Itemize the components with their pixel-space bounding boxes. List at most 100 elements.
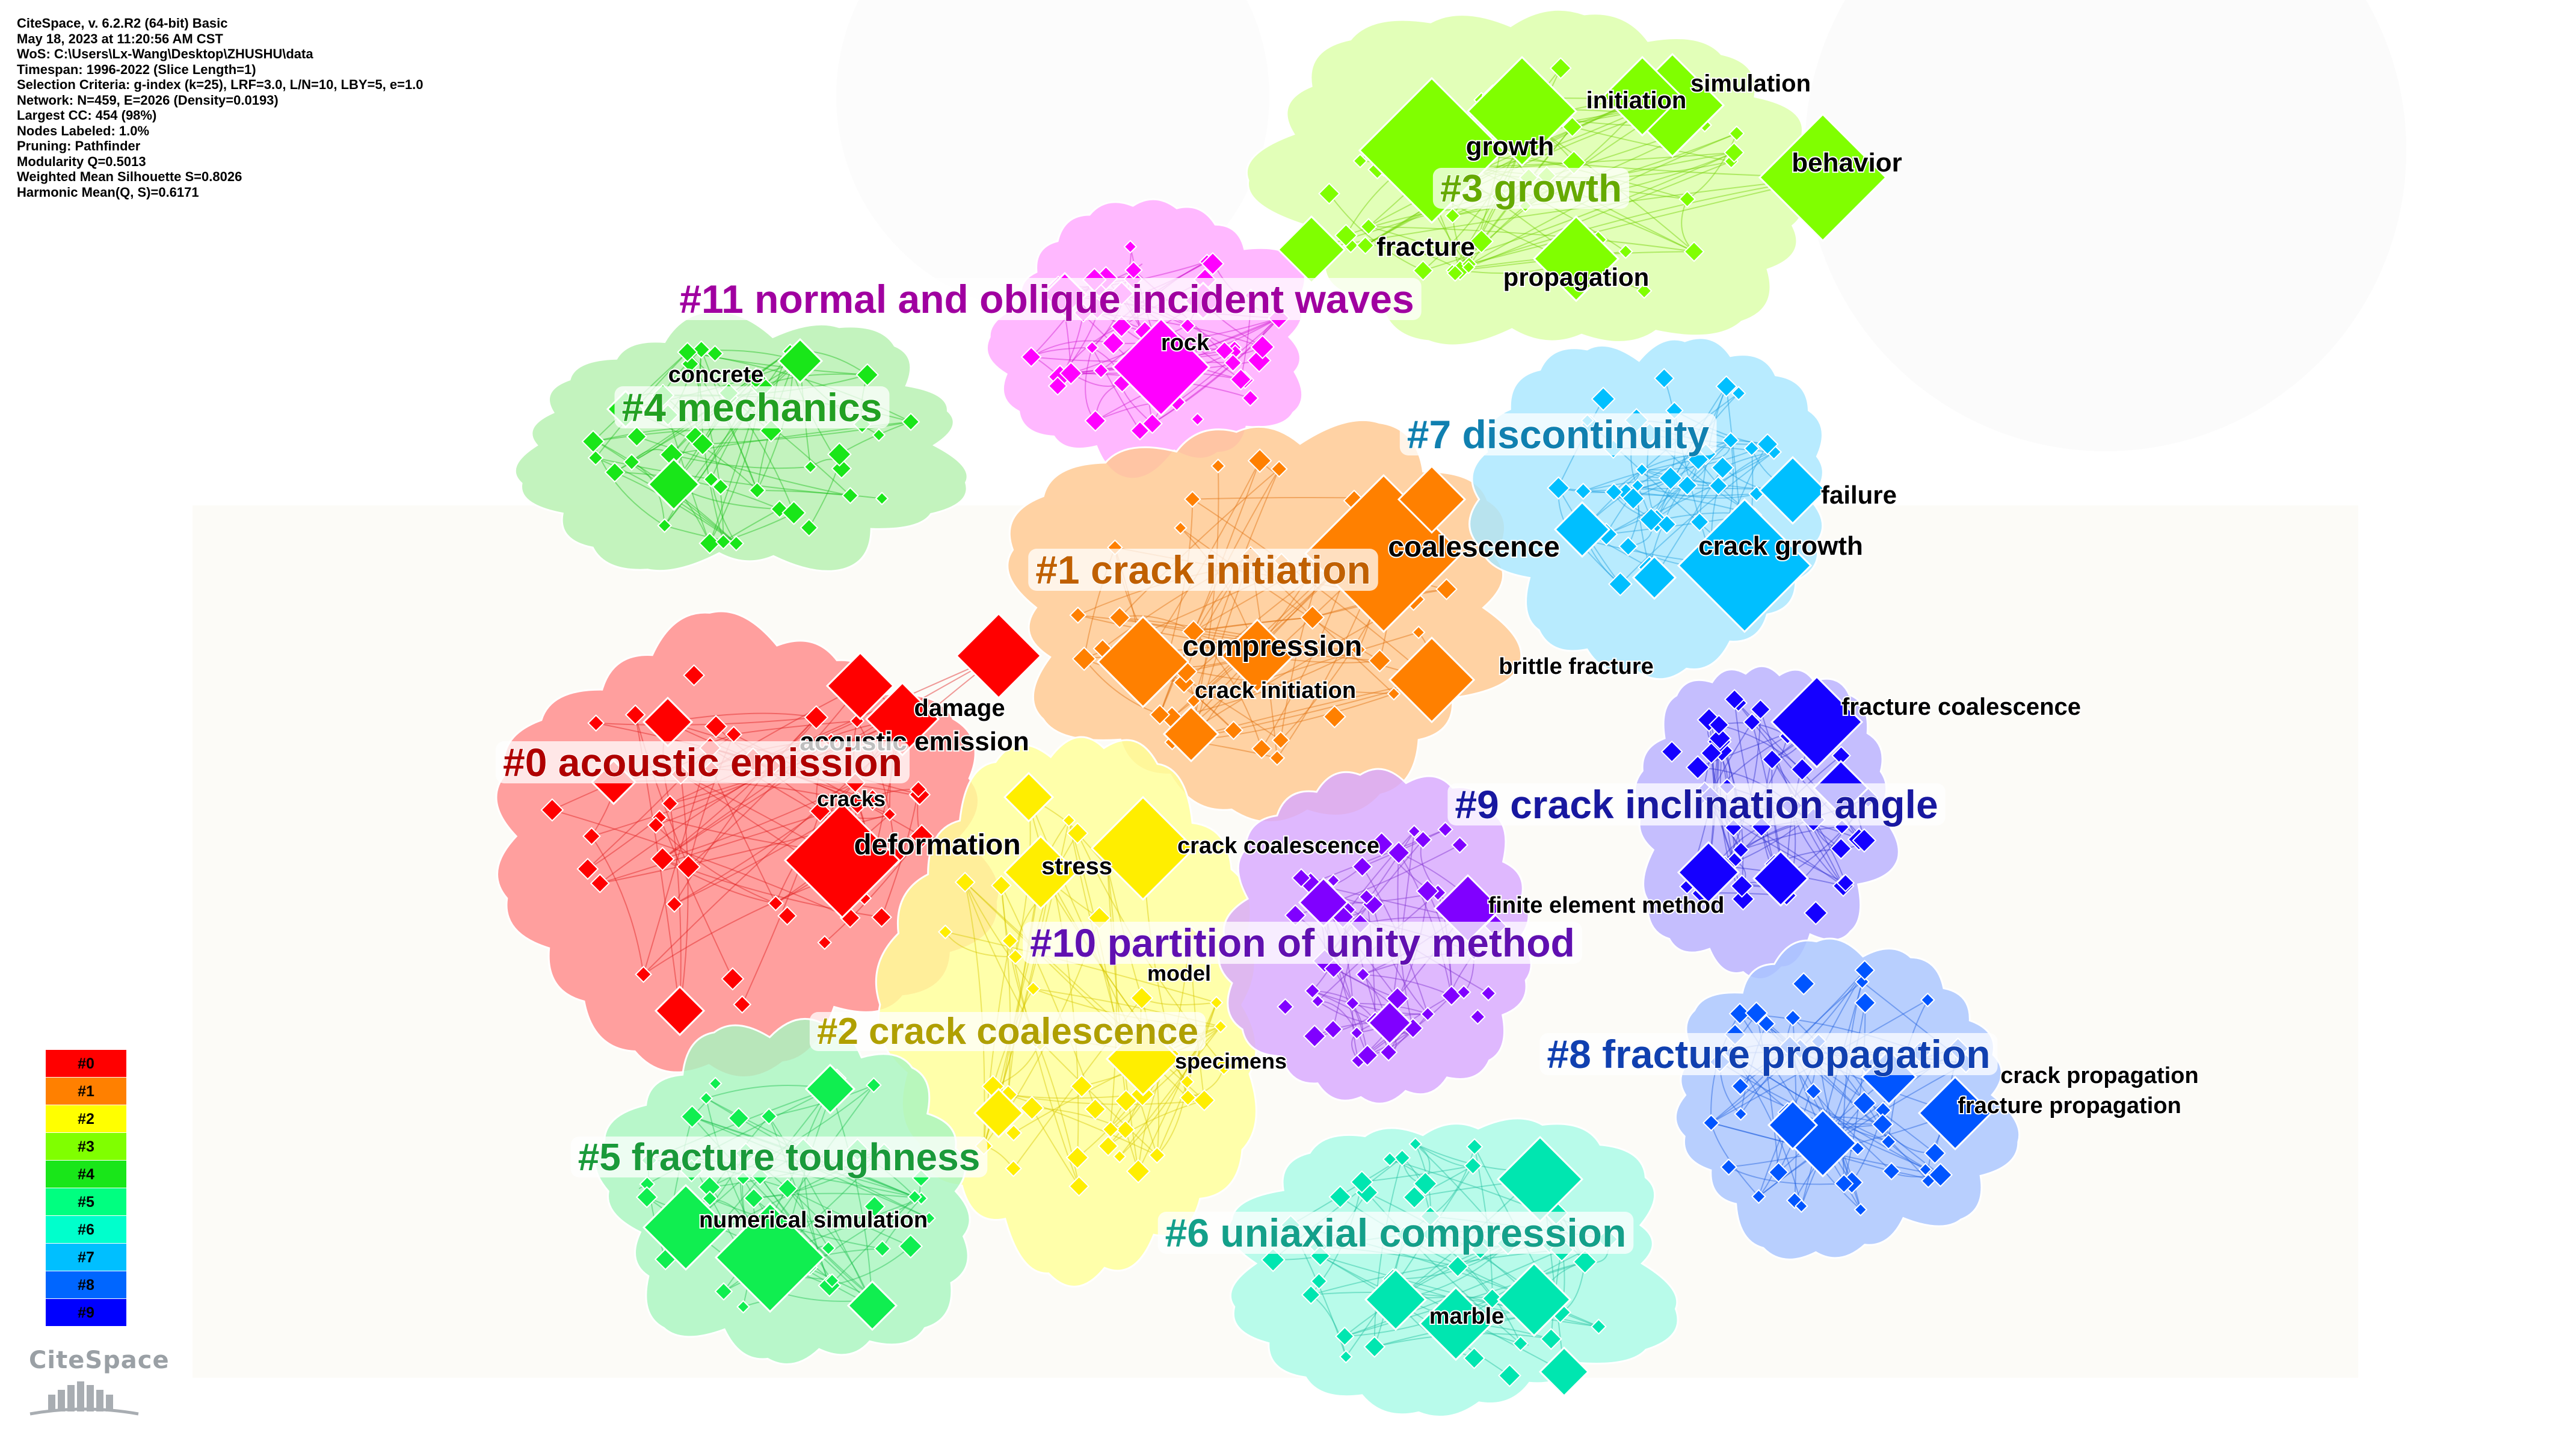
keyword-node[interactable] <box>1653 368 1675 389</box>
keyword-node[interactable] <box>1756 433 1779 455</box>
keyword-node-major[interactable] <box>1388 636 1476 724</box>
keyword-node[interactable] <box>1069 606 1087 624</box>
keyword-node[interactable] <box>1731 887 1755 911</box>
keyword-node[interactable] <box>1339 1350 1353 1364</box>
keyword-node[interactable] <box>1271 730 1290 750</box>
keyword-node[interactable] <box>827 442 852 467</box>
keyword-node[interactable] <box>581 430 605 454</box>
keyword-node[interactable] <box>1214 341 1234 361</box>
keyword-node-major[interactable] <box>1752 850 1810 907</box>
keyword-node[interactable] <box>1349 1026 1364 1040</box>
keyword-node-major[interactable] <box>1758 113 1888 242</box>
keyword-node[interactable] <box>1880 1134 1897 1150</box>
keyword-node[interactable] <box>1224 720 1243 741</box>
keyword-node[interactable] <box>692 340 711 359</box>
keyword-node[interactable] <box>875 492 889 506</box>
keyword-node[interactable] <box>1173 521 1188 535</box>
keyword-node[interactable] <box>1304 983 1321 999</box>
keyword-node[interactable] <box>1085 341 1099 355</box>
keyword-node[interactable] <box>635 966 653 983</box>
keyword-node[interactable] <box>1323 958 1344 979</box>
keyword-node[interactable] <box>1724 688 1745 710</box>
keyword-node-major[interactable] <box>1003 771 1055 823</box>
keyword-node-major[interactable] <box>1632 555 1677 600</box>
keyword-node[interactable] <box>1685 755 1710 780</box>
keyword-node[interactable] <box>1852 828 1877 853</box>
keyword-node[interactable] <box>721 967 745 991</box>
keyword-node[interactable] <box>1803 900 1828 925</box>
keyword-node[interactable] <box>1322 705 1346 729</box>
keyword-node[interactable] <box>1345 996 1360 1011</box>
keyword-node[interactable] <box>1854 960 1876 981</box>
keyword-node[interactable] <box>1728 1002 1751 1025</box>
keyword-node[interactable] <box>1251 738 1272 759</box>
keyword-node[interactable] <box>1065 1146 1089 1170</box>
keyword-node[interactable] <box>1420 1006 1435 1022</box>
keyword-node[interactable] <box>1465 1138 1484 1156</box>
keyword-node[interactable] <box>1482 1288 1503 1309</box>
keyword-node[interactable] <box>699 1091 713 1105</box>
keyword-node[interactable] <box>1463 1156 1482 1175</box>
keyword-node-major[interactable] <box>825 651 895 721</box>
keyword-node[interactable] <box>954 871 976 893</box>
keyword-node[interactable] <box>1715 375 1738 398</box>
keyword-node[interactable] <box>683 664 706 686</box>
keyword-node-major[interactable] <box>846 1280 898 1331</box>
keyword-node[interactable] <box>901 412 920 431</box>
keyword-node[interactable] <box>1260 1247 1286 1273</box>
keyword-node[interactable] <box>1604 483 1624 502</box>
keyword-node-major[interactable] <box>654 985 706 1037</box>
keyword-node[interactable] <box>1269 750 1286 767</box>
keyword-node[interactable] <box>1355 967 1370 983</box>
keyword-node-major[interactable] <box>642 1183 730 1271</box>
keyword-node[interactable] <box>1387 686 1401 701</box>
keyword-node[interactable] <box>1689 512 1710 532</box>
keyword-node[interactable] <box>1350 1170 1374 1194</box>
keyword-node[interactable] <box>821 1241 836 1256</box>
keyword-node[interactable] <box>800 518 819 537</box>
keyword-node[interactable] <box>1179 317 1196 334</box>
keyword-node[interactable] <box>1724 142 1745 163</box>
keyword-node[interactable] <box>1277 998 1294 1016</box>
keyword-node[interactable] <box>1149 704 1171 726</box>
keyword-node[interactable] <box>1591 386 1616 412</box>
keyword-node-major[interactable] <box>783 801 901 919</box>
keyword-node-major[interactable] <box>1090 795 1196 901</box>
keyword-node-major[interactable] <box>973 1087 1025 1139</box>
keyword-node[interactable] <box>1743 440 1760 457</box>
keyword-node[interactable] <box>743 1188 765 1209</box>
keyword-node-major[interactable] <box>1418 1286 1494 1362</box>
keyword-node[interactable] <box>824 1273 840 1289</box>
keyword-node[interactable] <box>665 895 683 913</box>
keyword-node[interactable] <box>855 363 880 387</box>
keyword-node[interactable] <box>727 1107 750 1129</box>
keyword-node[interactable] <box>704 715 728 738</box>
keyword-node[interactable] <box>1084 409 1107 432</box>
keyword-node[interactable] <box>871 907 892 928</box>
keyword-node[interactable] <box>1446 264 1464 282</box>
keyword-node[interactable] <box>1241 389 1259 407</box>
keyword-node[interactable] <box>1201 251 1225 276</box>
keyword-node[interactable] <box>1387 841 1411 865</box>
keyword-node[interactable] <box>1108 606 1131 629</box>
keyword-node[interactable] <box>1191 412 1205 427</box>
keyword-node[interactable] <box>1334 1326 1355 1347</box>
keyword-node[interactable] <box>1110 315 1133 338</box>
keyword-node-major[interactable] <box>1770 675 1864 769</box>
keyword-node[interactable] <box>1148 1146 1166 1164</box>
keyword-node[interactable] <box>1829 838 1852 860</box>
keyword-node[interactable] <box>1213 1055 1234 1076</box>
keyword-node[interactable] <box>760 1108 778 1125</box>
keyword-node-major[interactable] <box>1219 618 1295 694</box>
keyword-node[interactable] <box>777 1178 798 1199</box>
keyword-node[interactable] <box>1352 153 1368 168</box>
keyword-node[interactable] <box>1363 1336 1386 1358</box>
keyword-node[interactable] <box>1300 605 1325 630</box>
keyword-node[interactable] <box>635 1186 658 1209</box>
keyword-node[interactable] <box>624 704 646 726</box>
keyword-node-major[interactable] <box>1677 498 1813 634</box>
keyword-node[interactable] <box>1070 1075 1094 1098</box>
keyword-node[interactable] <box>1250 335 1275 360</box>
keyword-node-major[interactable] <box>1111 317 1211 417</box>
keyword-node[interactable] <box>803 460 818 474</box>
